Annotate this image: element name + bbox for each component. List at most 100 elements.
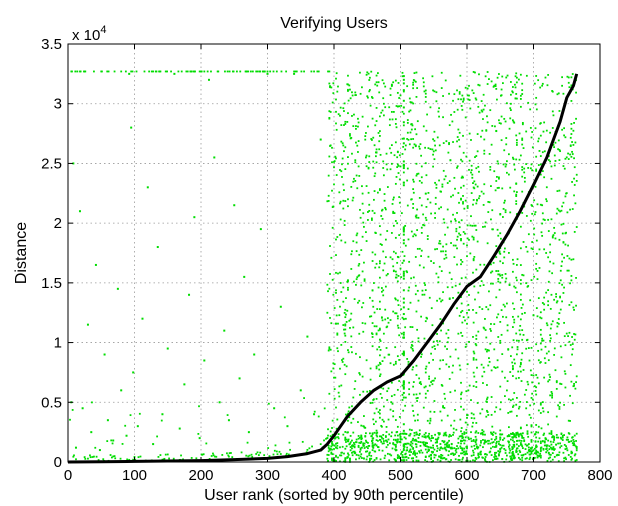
- scatter-point: [164, 453, 167, 456]
- scatter-point: [447, 151, 450, 154]
- scatter-point: [378, 328, 381, 331]
- scatter-point: [398, 97, 401, 99]
- scatter-point: [365, 165, 368, 168]
- scatter-point: [457, 291, 460, 294]
- scatter-point: [472, 199, 475, 201]
- scatter-point: [343, 150, 345, 153]
- scatter-point: [379, 348, 382, 351]
- scatter-point: [442, 322, 444, 325]
- scatter-point: [543, 121, 546, 124]
- scatter-point: [329, 317, 331, 319]
- scatter-point: [349, 327, 351, 329]
- scatter-point: [536, 456, 539, 459]
- scatter-point: [226, 452, 228, 455]
- scatter-point: [445, 243, 448, 246]
- scatter-point: [453, 93, 456, 96]
- scatter-point: [555, 332, 558, 335]
- scatter-point: [247, 70, 250, 73]
- scatter-point: [490, 369, 493, 372]
- scatter-point: [567, 335, 569, 338]
- scatter-point: [531, 458, 534, 461]
- scatter-point: [247, 455, 250, 458]
- scatter-point: [279, 453, 282, 455]
- scatter-point: [472, 238, 475, 241]
- scatter-point: [357, 125, 359, 128]
- scatter-point: [448, 124, 451, 127]
- scatter-point: [450, 447, 452, 450]
- scatter-point: [472, 454, 475, 456]
- scatter-point: [361, 457, 363, 459]
- scatter-point: [564, 448, 567, 450]
- scatter-point: [549, 337, 552, 340]
- scatter-point: [406, 358, 409, 360]
- scatter-point: [537, 440, 540, 443]
- scatter-point: [404, 396, 407, 399]
- scatter-point: [418, 197, 421, 199]
- scatter-point: [539, 454, 542, 457]
- scatter-point: [515, 76, 518, 79]
- scatter-point: [215, 455, 218, 458]
- scatter-point: [414, 234, 417, 237]
- scatter-point: [227, 454, 230, 457]
- scatter-point: [575, 117, 577, 120]
- scatter-point: [128, 72, 131, 75]
- scatter-point: [459, 234, 462, 236]
- scatter-point: [378, 368, 381, 371]
- scatter-point: [438, 449, 441, 451]
- scatter-point: [75, 458, 77, 461]
- scatter-point: [490, 282, 492, 285]
- scatter-point: [386, 390, 389, 393]
- scatter-point: [347, 198, 349, 201]
- scatter-point: [402, 160, 405, 163]
- scatter-point: [408, 449, 411, 452]
- scatter-point: [396, 425, 399, 428]
- scatter-point: [512, 158, 515, 161]
- scatter-point: [569, 364, 572, 367]
- scatter-point: [397, 256, 400, 259]
- scatter-point: [492, 431, 495, 434]
- scatter-point: [401, 454, 404, 456]
- scatter-point: [489, 304, 492, 307]
- scatter-point: [218, 401, 221, 404]
- scatter-point: [498, 288, 501, 291]
- scatter-point: [476, 447, 479, 450]
- scatter-point: [394, 360, 397, 363]
- scatter-point: [498, 251, 501, 254]
- scatter-point: [554, 369, 557, 372]
- scatter-point: [530, 204, 533, 206]
- scatter-point: [394, 434, 397, 437]
- scatter-point: [336, 418, 339, 421]
- scatter-point: [440, 270, 443, 272]
- scatter-point: [501, 274, 504, 276]
- scatter-point: [443, 221, 446, 224]
- scatter-point: [449, 159, 452, 162]
- scatter-point: [332, 458, 335, 460]
- scatter-point: [358, 372, 361, 374]
- scatter-point: [558, 189, 561, 192]
- scatter-point: [525, 407, 528, 410]
- scatter-point: [561, 439, 564, 441]
- scatter-point: [523, 439, 526, 442]
- scatter-point: [394, 312, 397, 315]
- scatter-point: [553, 455, 556, 458]
- scatter-point: [414, 215, 417, 218]
- scatter-point: [509, 117, 512, 120]
- scatter-point: [563, 460, 565, 463]
- scatter-point: [205, 442, 208, 445]
- scatter-point: [524, 448, 527, 450]
- scatter-point: [398, 201, 401, 204]
- scatter-point: [502, 444, 505, 447]
- scatter-point: [493, 84, 496, 87]
- scatter-point: [343, 110, 345, 112]
- scatter-point: [357, 140, 360, 142]
- scatter-point: [342, 324, 345, 326]
- scatter-point: [360, 440, 363, 443]
- scatter-point: [515, 264, 518, 266]
- scatter-point: [347, 74, 349, 77]
- scatter-point: [486, 242, 489, 245]
- scatter-point: [351, 454, 354, 457]
- scatter-point: [543, 150, 546, 153]
- scatter-point: [72, 455, 75, 458]
- scatter-point: [546, 84, 549, 87]
- scatter-point: [448, 143, 450, 146]
